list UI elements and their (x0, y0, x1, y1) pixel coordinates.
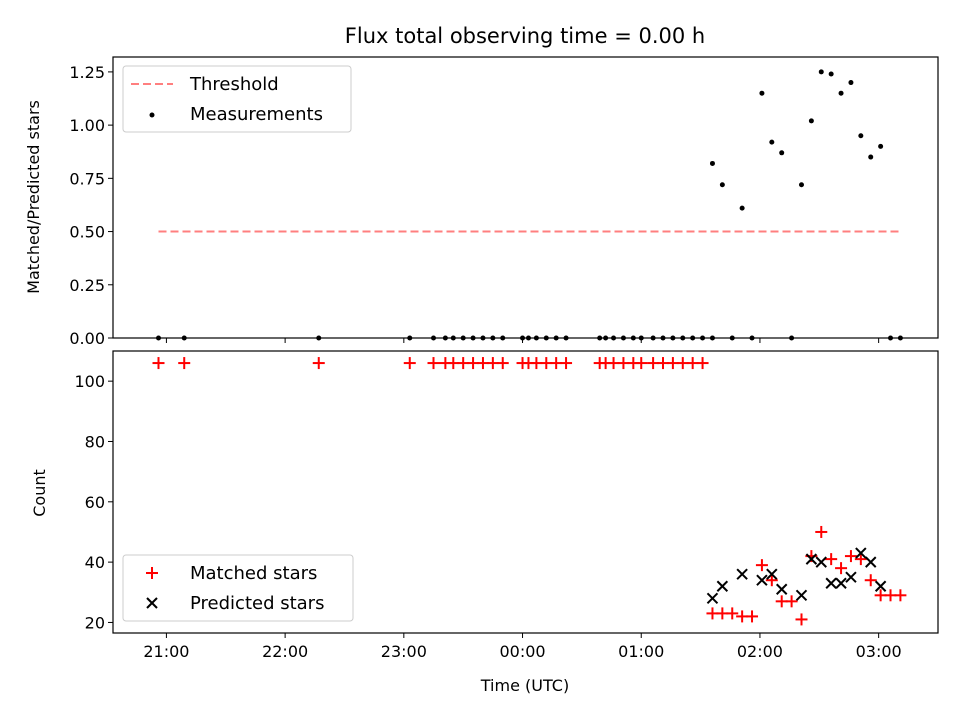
measurement-point (719, 182, 725, 188)
predicted-legend-label: Predicted stars (190, 593, 324, 614)
predicted-star-point (815, 556, 827, 568)
measurement-point (838, 90, 844, 96)
measurement-point (709, 160, 715, 166)
matched-star-point (746, 610, 759, 623)
bottom-y-tick-label: 40 (85, 553, 105, 572)
bottom-plot-frame (112, 350, 939, 634)
bottom-legend: Matched stars Predicted stars (122, 554, 354, 622)
measurement-point (828, 71, 834, 77)
predicted-star-point (706, 592, 719, 605)
top-y-tick-label: 0.25 (69, 276, 105, 295)
measurement-point (739, 205, 745, 211)
top-legend-box (122, 65, 352, 133)
top-y-tick-label: 0.75 (69, 169, 105, 188)
bottom-y-axis-label: Count (30, 469, 49, 517)
predicted-star-point (865, 556, 877, 568)
matched-star-point (696, 357, 709, 370)
predicted-star-point (805, 553, 818, 565)
bottom-y-tick-label: 100 (74, 372, 105, 391)
predicted-star-point (775, 583, 788, 595)
matched-star-point (844, 550, 857, 563)
matched-star-point (785, 595, 798, 608)
matched-star-point (178, 357, 191, 370)
measurements-legend-swatch (149, 112, 155, 118)
matched-star-point (854, 553, 867, 566)
matched-star-point (835, 562, 848, 575)
x-axis-label: Time (UTC) (480, 676, 569, 695)
matched-star-point (795, 613, 808, 626)
predicted-star-point (736, 568, 748, 580)
threshold-legend-label: Threshold (189, 74, 279, 95)
matched-star-point (560, 357, 573, 370)
bottom-panel: 20 40 60 80 100 21:00 22:00 23:00 00:00 01:00 02:… (30, 350, 939, 695)
measurement-point (878, 143, 884, 149)
top-y-tick-label: 1.00 (69, 116, 105, 135)
matched-legend-swatch (146, 567, 158, 579)
bottom-y-tick-label: 20 (85, 613, 105, 632)
matched-star-point (403, 357, 416, 370)
predicted-star-point (756, 574, 768, 586)
measurements-legend-label: Measurements (190, 104, 323, 125)
predicted-star-point (795, 589, 808, 602)
measurement-point (759, 90, 765, 96)
top-y-tick-label: 0.50 (69, 223, 105, 242)
matched-star-point (825, 553, 838, 566)
matched-star-point (864, 574, 877, 587)
bottom-y-tick-label: 60 (85, 493, 105, 512)
x-tick-label: 02:00 (737, 642, 783, 661)
predicted-star-point (874, 580, 887, 592)
top-legend: Threshold Measurements (122, 65, 352, 133)
figure-title: Flux total observing time = 0.00 h (345, 24, 705, 48)
x-tick-label: 00:00 (499, 642, 545, 661)
measurement-point (798, 182, 804, 188)
measurement-point (808, 118, 814, 124)
bottom-legend-box (122, 554, 354, 622)
measurement-point (848, 80, 854, 86)
matched-star-point (496, 357, 509, 370)
top-plot-frame (112, 56, 939, 339)
matched-legend-label: Matched stars (190, 563, 317, 584)
top-y-axis-label: Matched/Predicted stars (24, 100, 43, 294)
measurement-point (769, 139, 775, 145)
predicted-legend-swatch (146, 597, 158, 609)
x-tick-label: 03:00 (856, 642, 902, 661)
measurement-point (818, 69, 824, 75)
predicted-star-point (766, 568, 778, 580)
predicted-star-point (825, 577, 837, 589)
matched-star-point (152, 357, 165, 370)
x-tick-label: 23:00 (381, 642, 427, 661)
predicted-star-point (855, 547, 867, 559)
measurement-point (779, 150, 785, 156)
matched-star-point (427, 357, 440, 370)
matched-star-point (726, 607, 739, 620)
matched-star-point (815, 525, 828, 538)
x-tick-label: 01:00 (618, 642, 664, 661)
matched-star-point (765, 574, 778, 587)
matched-star-point (312, 357, 325, 370)
matched-star-point (755, 559, 768, 572)
predicted-star-point (835, 577, 847, 589)
matched-star-point (635, 357, 648, 370)
top-panel: 0.00 0.25 0.50 0.75 1.00 1.25 Matched/Predict… (24, 56, 939, 348)
bottom-y-tick-label: 80 (85, 432, 105, 451)
x-tick-label: 21:00 (143, 642, 189, 661)
top-y-tick-label: 0.00 (69, 329, 105, 348)
top-y-tick-label: 1.25 (69, 63, 105, 82)
predicted-star-point (845, 571, 857, 583)
measurement-point (868, 154, 874, 160)
measurement-point (858, 133, 864, 139)
x-tick-label: 22:00 (262, 642, 308, 661)
matched-star-point (894, 589, 907, 602)
predicted-star-point (716, 580, 729, 592)
